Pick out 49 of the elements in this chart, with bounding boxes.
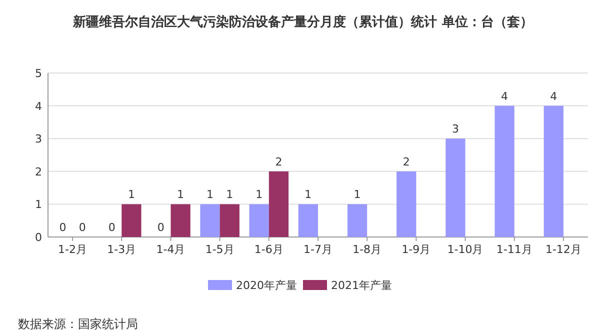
y-tick-label: 0 <box>35 231 42 244</box>
x-tick-label: 1-3月 <box>107 243 136 256</box>
x-tick-label: 1-10月 <box>447 243 484 256</box>
source-note: 数据来源：国家统计局 <box>18 317 138 330</box>
data-label: 0 <box>59 221 66 234</box>
chart-title: 新疆维吾尔自治区大气污染防治设备产量分月度（累计值）统计 单位：台（套） <box>72 14 533 30</box>
y-tick-label: 4 <box>35 100 42 113</box>
legend-label: 2021年产量 <box>331 279 392 292</box>
x-tick-label: 1-4月 <box>156 243 186 256</box>
data-label: 0 <box>78 221 86 234</box>
x-tick-label: 1-11月 <box>496 243 532 256</box>
data-label: 2 <box>275 155 282 168</box>
x-tick-label: 1-7月 <box>304 243 332 256</box>
x-tick-label: 1-5月 <box>205 243 234 256</box>
data-label: 1 <box>304 188 312 202</box>
y-tick-label: 1 <box>35 198 42 212</box>
data-label: 1 <box>354 188 361 202</box>
data-label: 1 <box>226 188 234 202</box>
bar <box>544 106 564 237</box>
x-tick-label: 1-12月 <box>545 243 582 256</box>
x-tick-label: 1-2月 <box>58 243 88 256</box>
bar <box>249 204 269 237</box>
x-tick-label: 1-8月 <box>352 243 382 256</box>
bar <box>268 171 289 237</box>
data-label: 1 <box>177 188 184 202</box>
data-label: 1 <box>206 188 214 202</box>
bar <box>220 204 240 237</box>
data-label: 4 <box>501 90 508 103</box>
x-tick-label: 1-6月 <box>254 243 284 256</box>
data-label: 1 <box>256 188 263 202</box>
data-label: 4 <box>550 90 558 103</box>
bar <box>494 106 514 237</box>
legend-label: 2020年产量 <box>236 279 297 292</box>
x-tick-label: 1-9月 <box>402 243 431 256</box>
y-tick-label: 3 <box>35 132 42 146</box>
bar <box>446 138 466 237</box>
data-label: 3 <box>452 122 459 136</box>
bar <box>200 204 220 237</box>
data-label: 0 <box>108 221 116 234</box>
data-label: 0 <box>157 221 164 234</box>
y-tick-label: 5 <box>35 67 42 80</box>
bar <box>298 204 318 237</box>
data-label: 1 <box>128 188 135 202</box>
bar <box>396 171 416 237</box>
bar <box>170 204 190 237</box>
bar <box>347 204 368 237</box>
bar <box>122 204 142 237</box>
data-label: 2 <box>402 155 410 168</box>
y-tick-label: 2 <box>35 165 42 178</box>
